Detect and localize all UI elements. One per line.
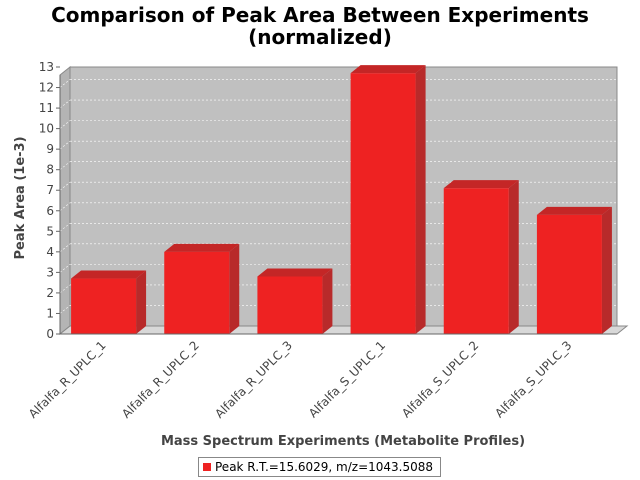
- bar-side: [415, 65, 426, 335]
- x-axis: Alfalfa_R_UPLC_1 Alfalfa_R_UPLC_2 Alfalfa_…: [26, 333, 617, 421]
- legend-label: Peak R.T.=15.6029, m/z=1043.5088: [215, 460, 434, 474]
- x-tick-label: Alfalfa_S_UPLC_3: [492, 338, 574, 420]
- chart-title-line-1: Comparison of Peak Area Between Experime…: [51, 3, 589, 27]
- bar: [536, 214, 602, 334]
- y-tick-label: 7: [46, 183, 54, 197]
- bar-side: [136, 270, 147, 334]
- bar: [71, 278, 137, 334]
- bar-top: [257, 268, 333, 277]
- grid-lines: [59, 58, 617, 314]
- y-tick-label: 3: [46, 265, 54, 279]
- bar: [164, 251, 230, 334]
- x-tick-label: Alfalfa_S_UPLC_1: [306, 338, 388, 420]
- bar-side: [229, 243, 240, 334]
- y-tick-label: 9: [46, 142, 54, 156]
- bar-top: [71, 270, 147, 279]
- y-tick-label: 12: [39, 81, 54, 95]
- y-tick-label: 11: [39, 101, 54, 115]
- x-axis-label: Mass Spectrum Experiments (Metabolite Pr…: [161, 434, 525, 449]
- y-tick-label: 1: [46, 306, 54, 320]
- y-axis-label: Peak Area (1e-3): [13, 136, 28, 259]
- bar-side: [322, 268, 333, 334]
- bar-top: [443, 180, 519, 189]
- bar: [257, 276, 323, 334]
- y-tick-label: 8: [46, 163, 54, 177]
- bar-side: [508, 180, 519, 334]
- y-tick-label: 13: [39, 60, 54, 74]
- x-tick-label: Alfalfa_R_UPLC_1: [26, 338, 109, 421]
- y-tick-label: 6: [46, 204, 54, 218]
- x-tick-label: Alfalfa_S_UPLC_2: [399, 338, 481, 420]
- y-tick-label: 2: [46, 286, 54, 300]
- bar: [443, 188, 509, 334]
- y-tick-label: 5: [46, 224, 54, 238]
- bar-top: [350, 65, 426, 74]
- bar-top: [536, 206, 612, 215]
- legend-swatch: [203, 463, 211, 471]
- chart-title-line-2: (normalized): [248, 25, 392, 49]
- grid-line-side: [59, 58, 71, 68]
- plot-back-wall: [69, 66, 618, 327]
- x-tick-label: Alfalfa_R_UPLC_2: [119, 338, 202, 421]
- y-tick-label: 0: [46, 327, 54, 341]
- x-tick-label: Alfalfa_R_UPLC_3: [212, 338, 295, 421]
- bars: [71, 65, 612, 335]
- y-tick-label: 10: [39, 122, 54, 136]
- bar-side: [601, 206, 612, 334]
- bar-top: [164, 243, 240, 252]
- bar: [350, 73, 416, 335]
- legend: Peak R.T.=15.6029, m/z=1043.5088: [198, 457, 441, 477]
- y-tick-label: 4: [46, 245, 54, 259]
